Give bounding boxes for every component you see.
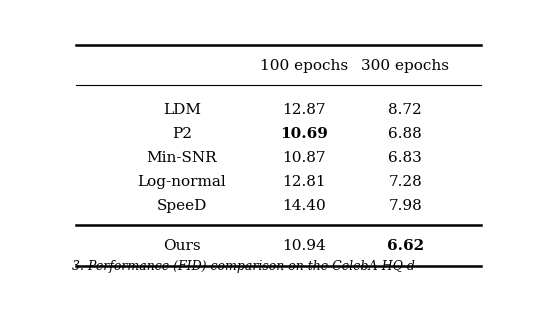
Text: Min-SNR: Min-SNR (146, 151, 217, 164)
Text: 8.72: 8.72 (388, 103, 422, 116)
Text: Ours: Ours (163, 239, 201, 253)
Text: 10.69: 10.69 (280, 127, 328, 140)
Text: SpeeD: SpeeD (157, 199, 207, 212)
Text: Log-normal: Log-normal (138, 175, 226, 188)
Text: 3. Performance (FID) comparison on the CelebA-HQ d: 3. Performance (FID) comparison on the C… (72, 260, 415, 273)
Text: 6.62: 6.62 (387, 239, 424, 253)
Text: 12.87: 12.87 (282, 103, 326, 116)
Text: 12.81: 12.81 (282, 175, 326, 188)
Text: 6.83: 6.83 (388, 151, 422, 164)
Text: 100 epochs: 100 epochs (260, 59, 348, 73)
Text: P2: P2 (172, 127, 192, 140)
Text: 7.28: 7.28 (388, 175, 422, 188)
Text: 10.87: 10.87 (282, 151, 326, 164)
Text: 7.98: 7.98 (388, 199, 422, 212)
Text: 6.88: 6.88 (388, 127, 422, 140)
Text: 14.40: 14.40 (282, 199, 326, 212)
Text: LDM: LDM (163, 103, 201, 116)
Text: 300 epochs: 300 epochs (361, 59, 449, 73)
Text: 10.94: 10.94 (282, 239, 326, 253)
